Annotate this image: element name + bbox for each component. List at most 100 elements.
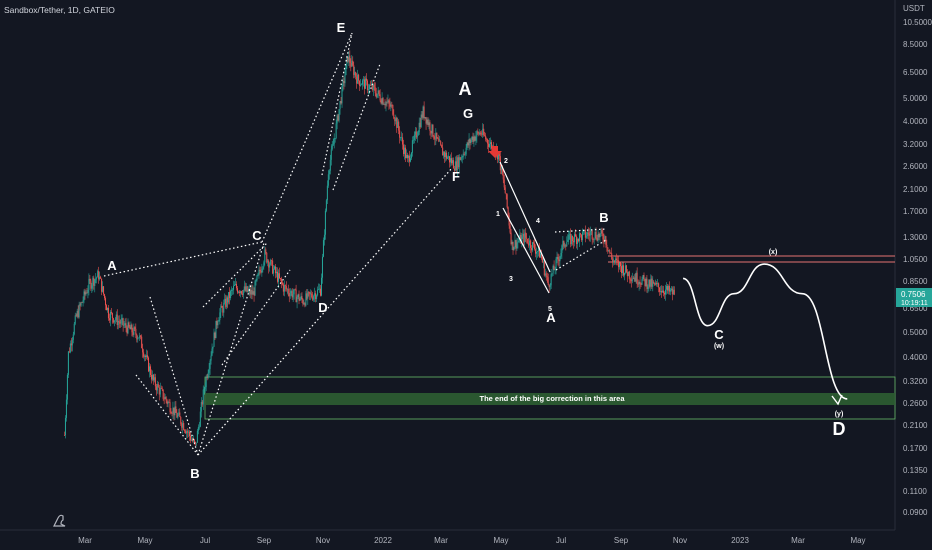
- candle-body: [130, 324, 132, 330]
- price-tick-label: 0.3200: [903, 377, 928, 386]
- candle-body: [349, 55, 351, 64]
- candle-body: [307, 291, 309, 299]
- wave-labels: A B C D E F G A B A C D (x) (w) (y) 1 2 …: [107, 20, 845, 481]
- candle-body: [589, 232, 591, 236]
- candle-body: [607, 247, 609, 251]
- candle-body: [502, 174, 504, 180]
- candle-body: [556, 257, 558, 259]
- candle-body: [558, 259, 560, 262]
- candle-body: [543, 261, 545, 276]
- candle-body: [514, 240, 516, 248]
- price-axis[interactable]: USDT 10.5000 8.5000 6.5000 5.0000 4.0000…: [894, 0, 932, 530]
- projection-arrow-head: [831, 394, 843, 406]
- candle-body: [591, 230, 593, 240]
- candle-body: [77, 310, 79, 318]
- candle-body: [404, 147, 406, 154]
- candle-body: [176, 412, 178, 418]
- candle-body: [567, 239, 569, 242]
- candle-body: [590, 230, 592, 233]
- price-tick-label: 1.0500: [903, 255, 928, 264]
- candle-body: [197, 427, 199, 431]
- candle-body: [479, 132, 481, 135]
- candle-body: [357, 74, 359, 84]
- candle-body: [141, 336, 143, 349]
- candle-body: [251, 289, 253, 295]
- candle-body: [452, 160, 454, 169]
- candle-body: [74, 315, 76, 324]
- candle-body: [547, 277, 549, 285]
- candle-body: [175, 406, 177, 413]
- candle-body: [578, 233, 580, 242]
- candle-body: [312, 297, 314, 300]
- candle-body: [638, 281, 640, 285]
- time-axis[interactable]: Mar May Jul Sep Nov 2022 Mar May Jul Sep…: [0, 529, 895, 545]
- price-tick-label: 0.2100: [903, 421, 928, 430]
- candle-body: [539, 253, 541, 258]
- candle-body: [576, 236, 578, 244]
- candle-body: [489, 143, 491, 147]
- candle-body: [376, 93, 378, 98]
- candle-body: [475, 136, 477, 141]
- candle-body: [266, 252, 268, 263]
- price-tick-label: 5.0000: [903, 94, 928, 103]
- candle-body: [562, 240, 564, 246]
- wave-label-b: B: [190, 466, 199, 481]
- candle-body: [657, 283, 659, 285]
- candle-body: [428, 122, 430, 126]
- candle-body: [198, 426, 200, 428]
- candle-body: [288, 293, 290, 297]
- candle-body: [203, 389, 205, 390]
- candle-body: [398, 121, 400, 131]
- candle-body: [382, 98, 384, 105]
- candle-body: [575, 234, 577, 237]
- wave-label-e: E: [337, 20, 346, 35]
- time-tick-label: Sep: [257, 536, 272, 545]
- candle-body: [405, 147, 407, 158]
- candle-body: [436, 132, 438, 139]
- candle-body: [664, 293, 666, 295]
- candle-body: [213, 332, 215, 347]
- candle-body: [545, 273, 547, 276]
- trendline-wedge-lower: [135, 374, 199, 456]
- candle-body: [132, 332, 134, 335]
- candle-body: [102, 286, 104, 292]
- candle-body: [256, 275, 258, 281]
- candle-body: [546, 275, 548, 278]
- candle-body: [540, 253, 542, 259]
- candle-body: [464, 154, 466, 155]
- candle-body: [98, 271, 100, 280]
- candle-body: [153, 377, 155, 381]
- candle-body: [324, 210, 326, 235]
- candle-body: [632, 278, 634, 280]
- candle-body: [649, 279, 651, 287]
- candle-body: [432, 124, 434, 137]
- candle-body: [252, 291, 254, 295]
- candle-body: [257, 273, 259, 276]
- candle-body: [461, 157, 463, 158]
- price-tick-label: 0.1700: [903, 444, 928, 453]
- candle-body: [469, 139, 471, 144]
- candle-body: [225, 298, 227, 307]
- candle-body: [64, 417, 66, 436]
- candle-body: [630, 279, 632, 282]
- chart-title: Sandbox/Tether, 1D, GATEIO: [4, 5, 115, 15]
- candle-body: [511, 241, 513, 245]
- candle-body: [484, 134, 486, 136]
- candle-body: [449, 158, 451, 163]
- candle-body: [66, 374, 68, 400]
- wave-number-4: 4: [536, 218, 540, 225]
- candle-body: [364, 78, 366, 89]
- candle-body: [105, 305, 107, 311]
- candle-body: [284, 285, 286, 287]
- candle-body: [104, 294, 106, 299]
- candle-body: [223, 303, 225, 313]
- candle-body: [529, 240, 531, 246]
- candle-body: [99, 276, 101, 280]
- candle-body: [518, 240, 520, 242]
- candle-body: [331, 145, 333, 150]
- candle-body: [304, 303, 306, 306]
- candle-body: [579, 233, 581, 235]
- trendline-channel-lower: [221, 269, 291, 366]
- candle-body: [447, 157, 449, 159]
